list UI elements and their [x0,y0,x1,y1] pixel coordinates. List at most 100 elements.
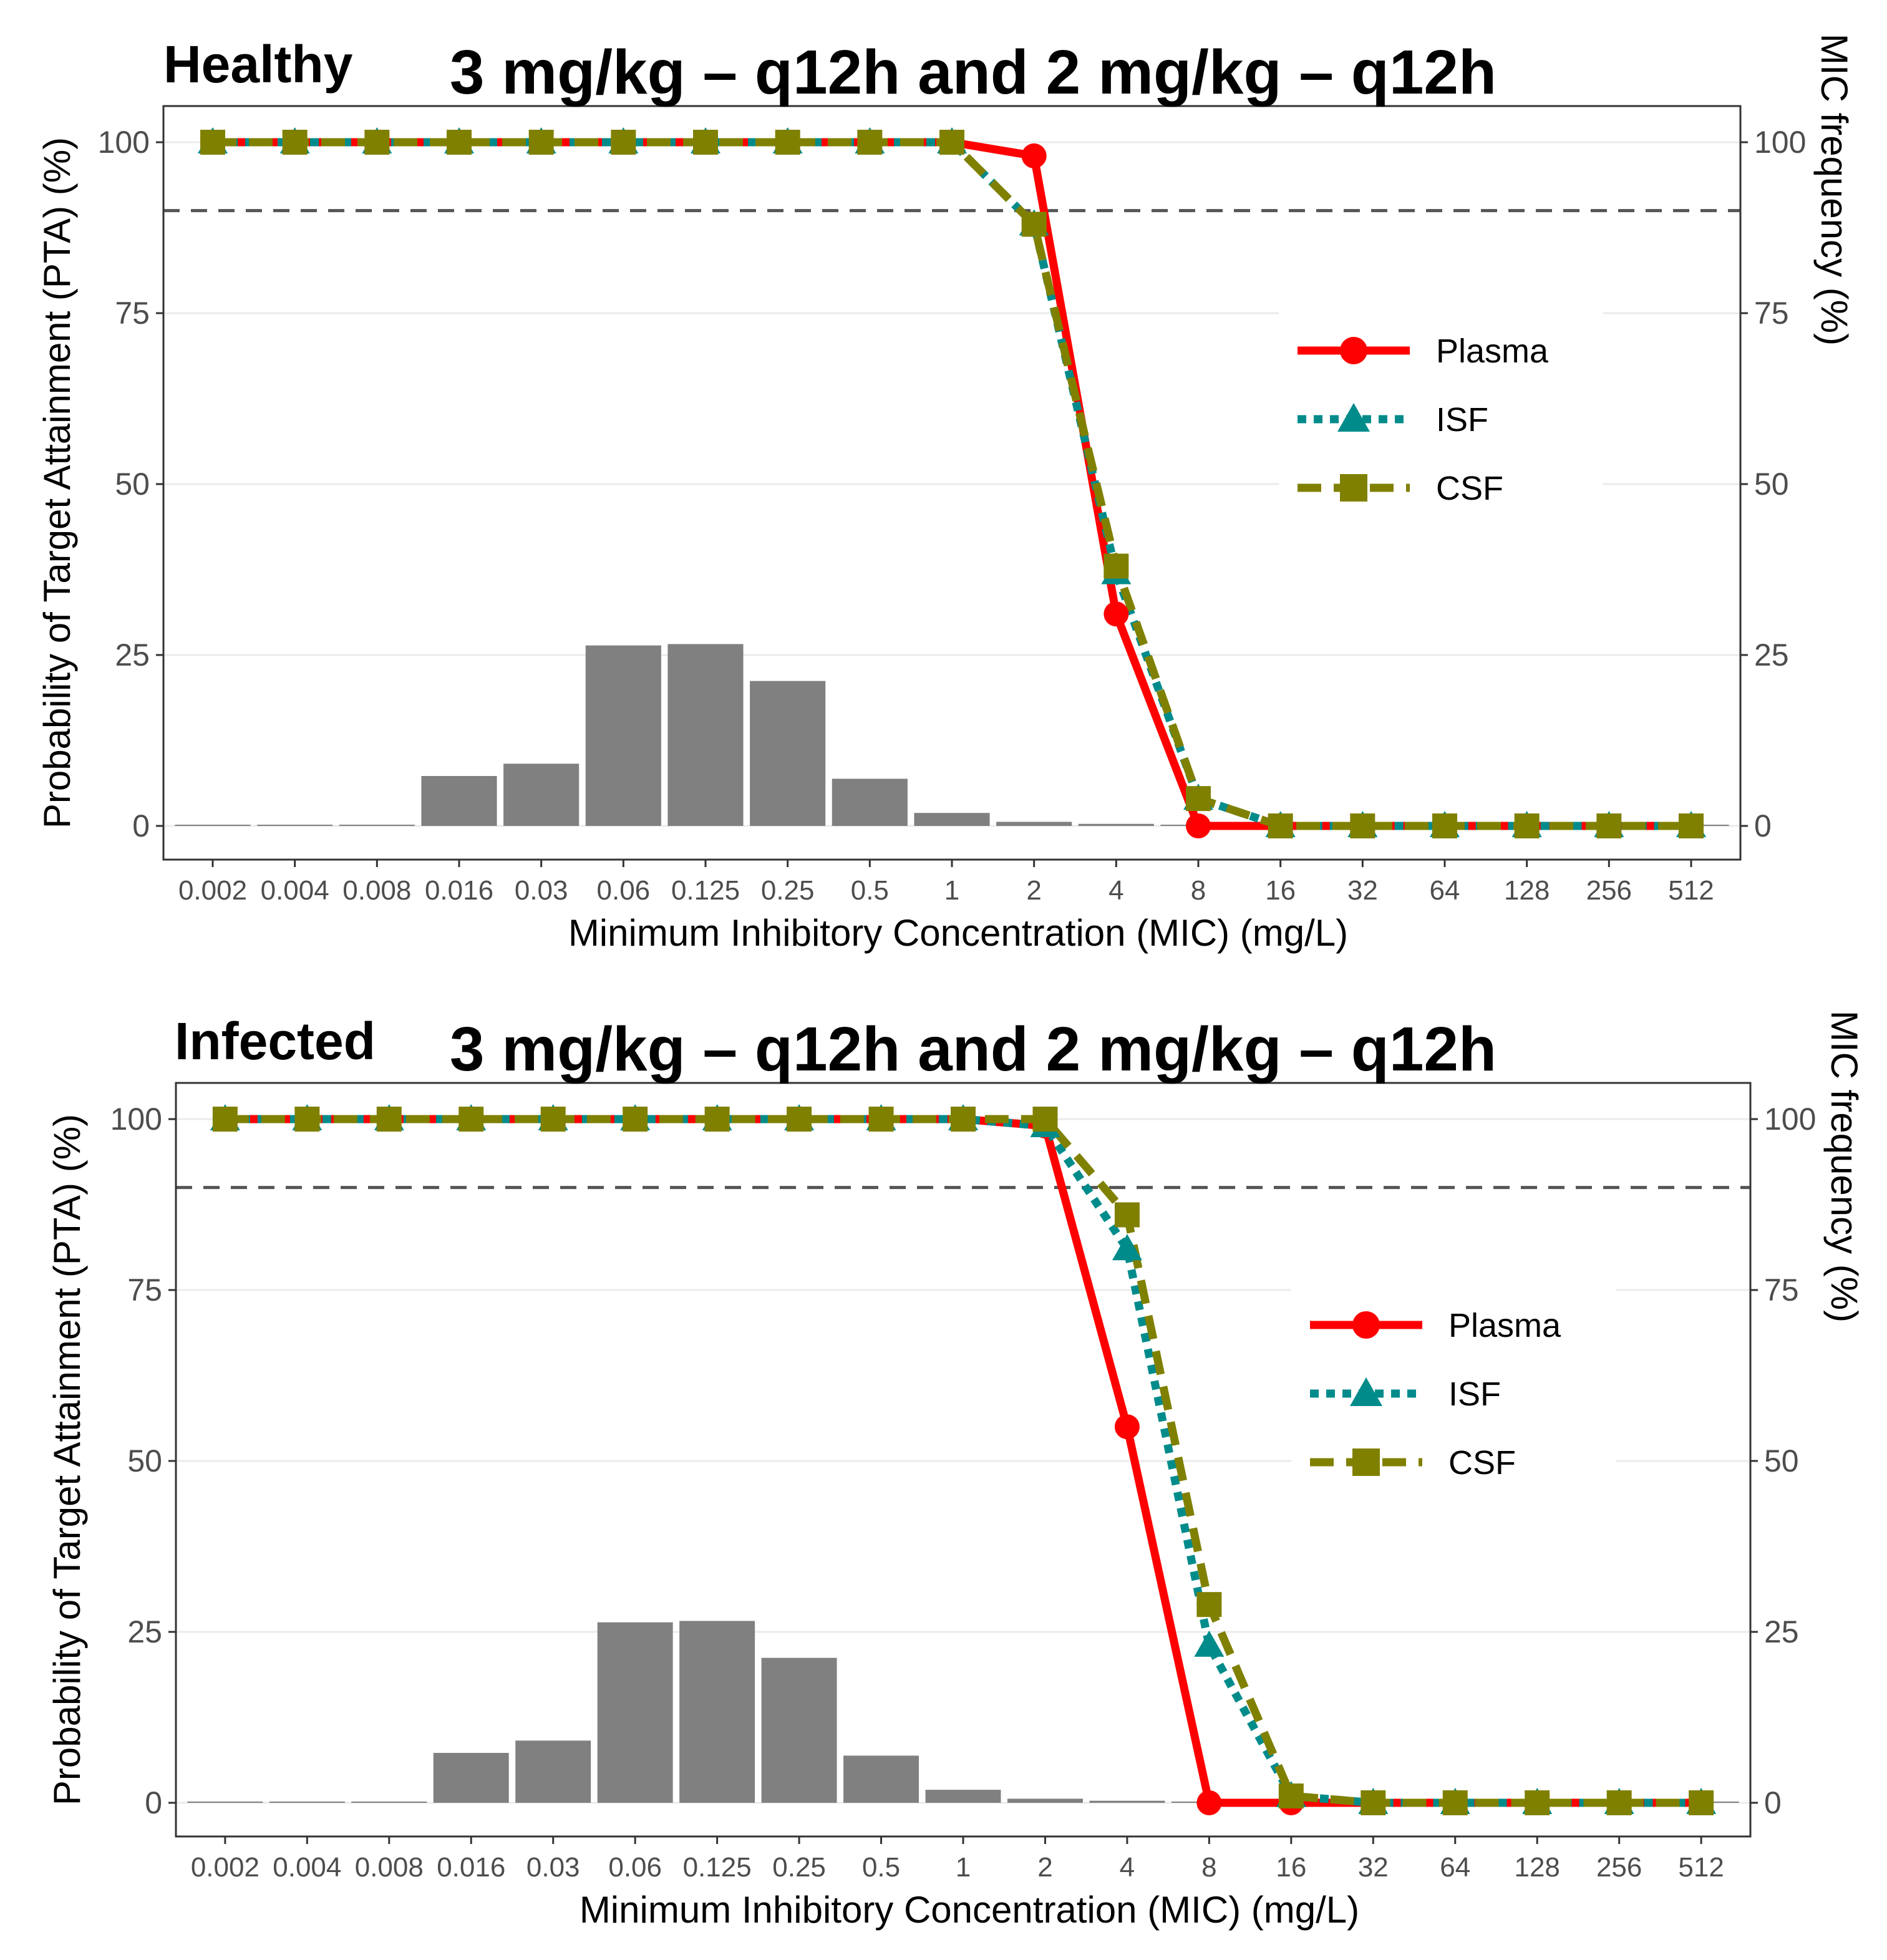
mic-frequency-bar [503,764,580,826]
x-tick-label: 32 [1347,875,1378,906]
mic-frequency-bar [667,644,744,826]
x-tick-label: 0.25 [772,1852,826,1883]
x-tick-label: 0.125 [671,875,740,906]
mic-frequency-bar [832,779,908,826]
mic-frequency-bar [1078,823,1154,826]
legend-key-marker [1352,1311,1380,1339]
x-tick-label: 512 [1678,1852,1724,1883]
plasma-point [1196,1790,1222,1815]
x-tick-label: 0.004 [261,875,329,906]
x-tick-label: 4 [1108,875,1123,906]
y-tick-label: 0 [145,1785,162,1820]
x-tick-label: 1 [944,875,959,906]
mic-frequency-bar [351,1802,427,1803]
x-tick-label: 0.03 [526,1852,580,1883]
x-tick-label: 0.016 [425,875,493,906]
legend-background [1279,307,1603,519]
x-tick-label: 512 [1668,875,1714,906]
y-right-tick-label: 75 [1754,296,1789,331]
y-right-tick-label: 25 [1754,638,1789,672]
csf-point [1196,1592,1222,1618]
legend: Plasma ISF CSF [1279,307,1603,519]
legend-label: CSF [1448,1444,1516,1482]
chart-title: 3 mg/kg – q12h and 2 mg/kg – q12h [450,1014,1497,1084]
csf-point [294,1107,320,1132]
y-tick-label: 50 [115,467,150,502]
legend-key-marker [1337,403,1370,432]
csf-point [857,130,883,155]
mic-frequency-bar [925,1790,1001,1803]
y-right-tick-label: 0 [1754,808,1772,843]
csf-point [1361,1790,1386,1815]
mic-frequency-bar [1007,1798,1083,1803]
mic-frequency-bar [761,1657,837,1803]
csf-point [1032,1107,1058,1132]
csf-point [1689,1790,1714,1815]
legend-label: Plasma [1436,332,1549,370]
csf-point [611,130,636,155]
y-right-tick-label: 25 [1764,1614,1799,1649]
csf-point [1268,813,1293,838]
y-axis-right-title: MIC frequency (%) [1813,34,1855,346]
x-tick-label: 0.25 [761,875,815,906]
x-tick-label: 16 [1265,875,1296,906]
x-tick-label: 4 [1120,1852,1135,1883]
plasma-point [1104,601,1129,627]
csf-point [775,130,800,155]
legend-label: CSF [1436,470,1503,507]
x-tick-label: 256 [1596,1852,1642,1883]
x-tick-label: 0.06 [608,1852,662,1883]
mic-frequency-bar [996,822,1072,826]
csf-point [704,1107,730,1132]
x-tick-label: 64 [1430,875,1460,906]
legend-key-marker [1352,1448,1380,1476]
csf-point [540,1107,566,1132]
mic-frequency-bar [187,1802,263,1803]
csf-point [282,130,308,155]
plasma-point [1186,813,1211,838]
y-tick-label: 50 [127,1443,162,1478]
y-right-tick-label: 75 [1764,1273,1799,1307]
y-tick-label: 75 [127,1273,162,1307]
isf-point [1194,1630,1225,1657]
y-right-tick-label: 0 [1764,1785,1782,1820]
x-tick-label: 0.002 [191,1852,260,1883]
mic-frequency-bar [679,1621,755,1803]
csf-point [1679,813,1704,838]
plasma-point [1114,1414,1140,1440]
legend-key-marker [1340,337,1367,364]
legend-background [1291,1281,1616,1493]
legend-label: ISF [1436,401,1488,439]
y-right-tick-label: 50 [1754,467,1789,502]
csf-point [376,1107,402,1132]
csf-point [1432,813,1457,838]
panel-label: Infected [175,1012,376,1070]
csf-point [1442,1790,1468,1815]
x-tick-label: 8 [1191,875,1206,906]
y-axis-right-title: MIC frequency (%) [1823,1011,1865,1322]
mic-frequency-bar [585,645,661,826]
mic-frequency-bar [339,825,415,826]
chart-panel-healthy: 0 0 25 25 50 50 75 75 100 100 0.002 0.004 0.008 0.016… [36,34,1855,954]
y-tick-label: 100 [110,1102,162,1137]
csf-point [1514,813,1540,838]
csf-point [447,130,472,155]
mic-frequency-bar [843,1755,919,1803]
mic-frequency-bar [750,681,826,826]
x-tick-label: 256 [1586,875,1632,906]
y-tick-label: 0 [132,808,150,843]
mic-frequency-bar [433,1752,509,1803]
x-tick-label: 0.008 [355,1852,424,1883]
csf-point [1021,211,1047,237]
csf-point [364,130,390,155]
x-tick-label: 0.5 [851,875,889,906]
isf-point [1112,1234,1142,1261]
x-tick-label: 2 [1037,1852,1052,1883]
y-tick-label: 75 [115,296,150,331]
x-tick-label: 0.008 [342,875,411,906]
y-axis-title: Probability of Target Attainment (PTA) (… [36,137,78,828]
mic-frequency-bar [175,825,251,826]
csf-point [458,1107,484,1132]
csf-point [1114,1202,1140,1228]
